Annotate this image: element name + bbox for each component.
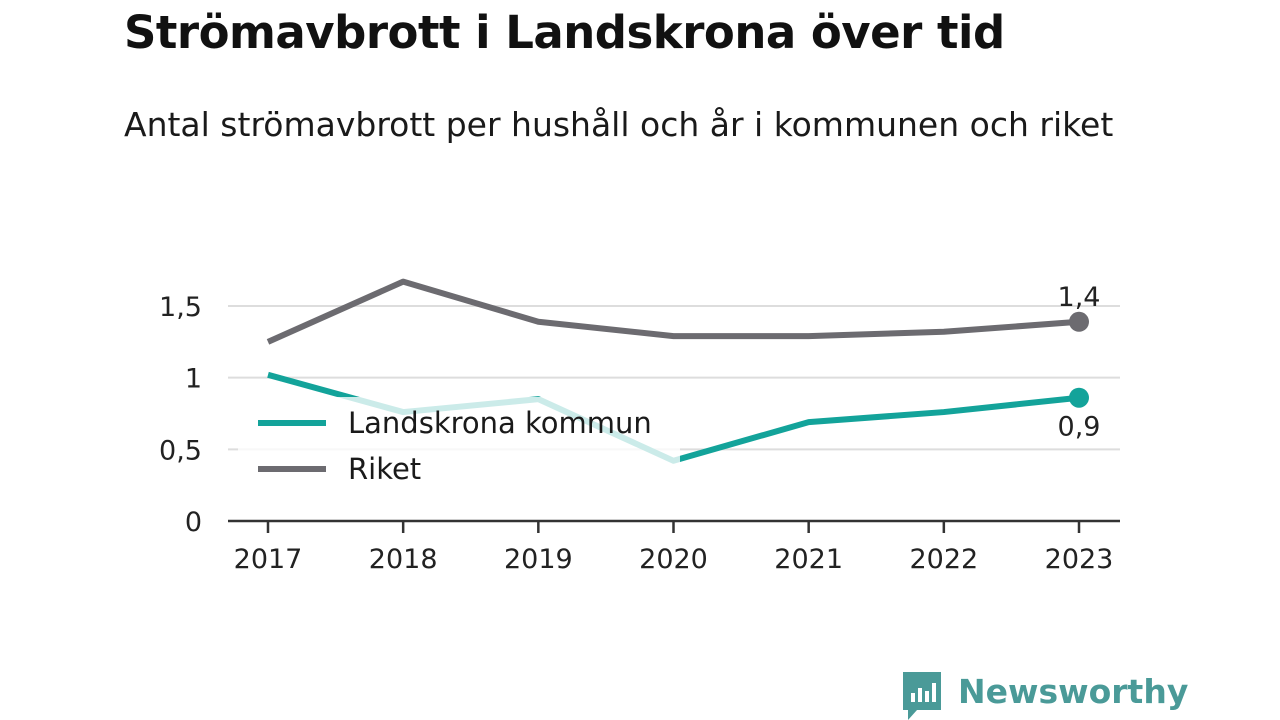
bar-chart-speech-bubble-icon bbox=[903, 672, 941, 720]
legend-label: Riket bbox=[348, 452, 421, 486]
chart-title: Strömavbrott i Landskrona över tid bbox=[124, 6, 1005, 59]
newsworthy-logo: Newsworthy bbox=[903, 672, 1188, 720]
y-tick-label: 0,5 bbox=[159, 435, 202, 466]
legend: Landskrona kommun Riket bbox=[238, 397, 680, 493]
series-end-label: 0,9 bbox=[1058, 412, 1101, 443]
y-axis-tick-labels: 0 0,5 1 1,5 bbox=[159, 292, 202, 538]
y-tick-label: 1,5 bbox=[159, 292, 202, 323]
series-end-label: 1,4 bbox=[1058, 282, 1101, 313]
point-labels: 0,9 1,4 bbox=[1058, 282, 1101, 443]
series-end-point bbox=[1069, 311, 1089, 332]
x-tick-label: 2017 bbox=[234, 544, 303, 575]
x-tick-label: 2020 bbox=[639, 544, 708, 575]
chart-subtitle: Antal strömavbrott per hushåll och år i … bbox=[124, 105, 1114, 144]
x-axis-tick-labels: 2017 2018 2019 2020 2021 2022 2023 bbox=[234, 544, 1114, 575]
legend-backdrop bbox=[238, 397, 680, 493]
x-axis bbox=[228, 519, 1120, 533]
series-end-point bbox=[1069, 387, 1089, 408]
brand-name: Newsworthy bbox=[958, 672, 1188, 711]
legend-label: Landskrona kommun bbox=[348, 406, 652, 440]
series-line bbox=[266, 278, 1080, 345]
y-tick-label: 1 bbox=[185, 364, 202, 395]
y-tick-label: 0 bbox=[185, 507, 202, 538]
x-tick-label: 2023 bbox=[1045, 544, 1114, 575]
x-tick-label: 2018 bbox=[369, 544, 438, 575]
x-tick-label: 2021 bbox=[774, 544, 843, 575]
x-tick-label: 2022 bbox=[909, 544, 978, 575]
x-tick-label: 2019 bbox=[504, 544, 573, 575]
